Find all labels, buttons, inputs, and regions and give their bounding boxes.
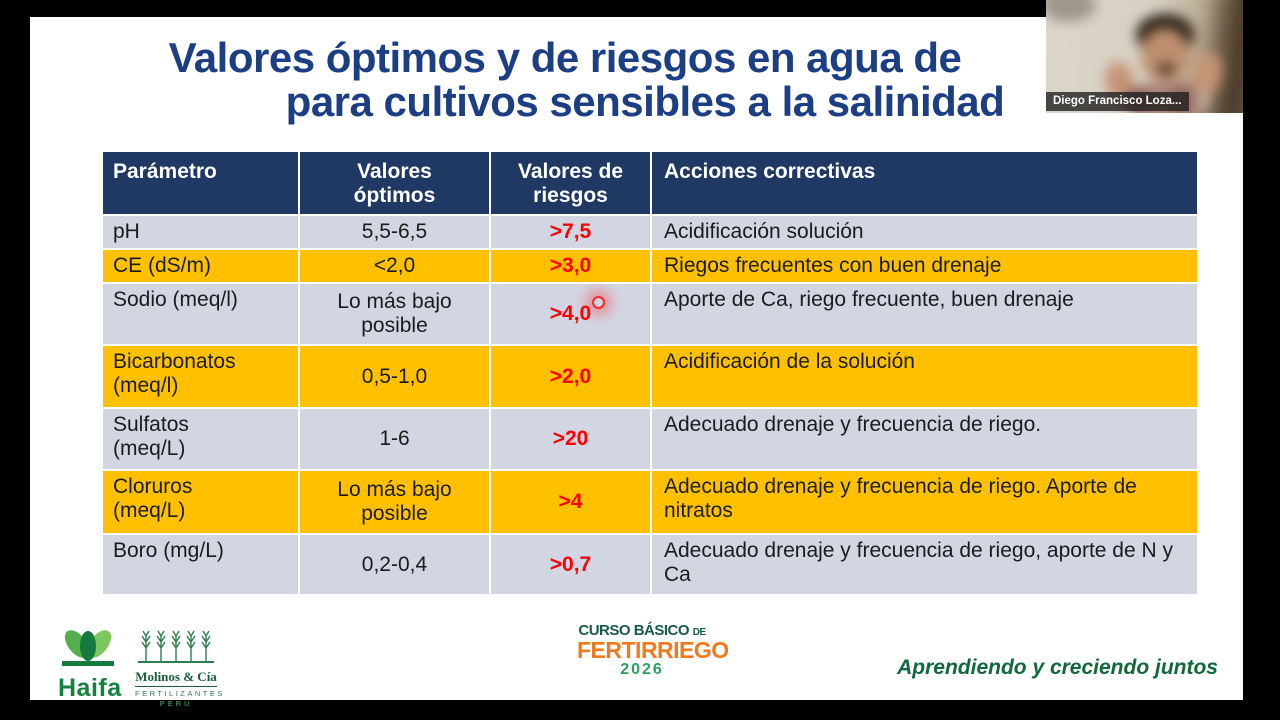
- cell-param: Bicarbonatos (meq/l): [103, 346, 300, 409]
- wheat-stalks-icon: [138, 630, 214, 663]
- curso-fertirriego-logo: CURSO BÁSICO DE FERTIRRIEGO 2026: [577, 622, 729, 679]
- curso-line1: CURSO BÁSICO: [578, 622, 690, 639]
- cell-param: Sodio (meq/l): [103, 284, 300, 346]
- cell-accion: Riegos frecuentes con buen drenaje: [652, 250, 1197, 284]
- cell-riesgo: >3,0: [491, 250, 652, 284]
- cell-optimo: 0,2-0,4: [300, 535, 491, 596]
- molinos-subtitle: FERTILIZANTES: [135, 689, 225, 698]
- webcam-video-tile[interactable]: Diego Francisco Loza...: [1046, 0, 1243, 113]
- cell-accion: Acidificación de la solución: [652, 346, 1197, 409]
- column-header-parametro: Parámetro: [103, 152, 300, 216]
- column-header-valores-optimos: Valores óptimos: [300, 152, 491, 216]
- column-header-acciones: Acciones correctivas: [652, 152, 1197, 216]
- cell-param: pH: [103, 216, 300, 250]
- molinos-logo: Molinos & Cía FERTILIZANTES PERU: [135, 628, 225, 708]
- cell-optimo: 0,5-1,0: [300, 346, 491, 409]
- cell-param: Boro (mg/L): [103, 535, 300, 596]
- haifa-wordmark: Haifa: [58, 674, 122, 702]
- column-header-valores-riesgos: Valores de riesgos: [491, 152, 652, 216]
- cell-riesgo: >7,5: [491, 216, 652, 250]
- footer-tagline: Aprendiendo y creciendo juntos: [897, 656, 1218, 679]
- cell-riesgo: >0,7: [491, 535, 652, 596]
- cell-riesgo: >4,0: [491, 284, 652, 346]
- molinos-wordmark: Molinos & Cía: [135, 669, 217, 687]
- cell-optimo: 5,5-6,5: [300, 216, 491, 250]
- cell-accion: Adecuado drenaje y frecuencia de riego. …: [652, 471, 1197, 535]
- cell-param: CE (dS/m): [103, 250, 300, 284]
- curso-year: 2026: [620, 661, 664, 678]
- cell-riesgo: >4: [491, 471, 652, 535]
- cell-accion: Adecuado drenaje y frecuencia de riego, …: [652, 535, 1197, 596]
- cell-accion: Acidificación solución: [652, 216, 1197, 250]
- slide-title-line2: para cultivos sensibles a la salinidad: [285, 78, 1005, 125]
- cell-riesgo: >20: [491, 409, 652, 471]
- slide-title-line1: Valores óptimos y de riesgos en agua de: [168, 34, 962, 81]
- cell-optimo: 1-6: [300, 409, 491, 471]
- cell-optimo: Lo más bajo posible: [300, 284, 491, 346]
- haifa-logo: Haifa: [58, 626, 122, 703]
- laser-pointer-dot: [592, 296, 605, 309]
- participant-name-badge: Diego Francisco Loza...: [1046, 92, 1190, 111]
- curso-line1-de: DE: [692, 627, 706, 638]
- cell-accion: Adecuado drenaje y frecuencia de riego.: [652, 409, 1197, 471]
- cell-optimo: Lo más bajo posible: [300, 471, 491, 535]
- cell-optimo: <2,0: [300, 250, 491, 284]
- cell-param: Sulfatos (meq/L): [103, 409, 300, 471]
- molinos-country: PERU: [159, 699, 193, 708]
- curso-line2: FERTIRRIEGO: [577, 637, 729, 663]
- cell-accion: Aporte de Ca, riego frecuente, buen dren…: [652, 284, 1197, 346]
- haifa-leaves-icon: [62, 630, 114, 666]
- values-table: Parámetro Valores óptimos Valores de rie…: [103, 152, 1197, 596]
- background-object: [1046, 0, 1096, 22]
- cell-riesgo: >2,0: [491, 346, 652, 409]
- person-mouth: [1158, 64, 1174, 74]
- cell-param: Cloruros (meq/L): [103, 471, 300, 535]
